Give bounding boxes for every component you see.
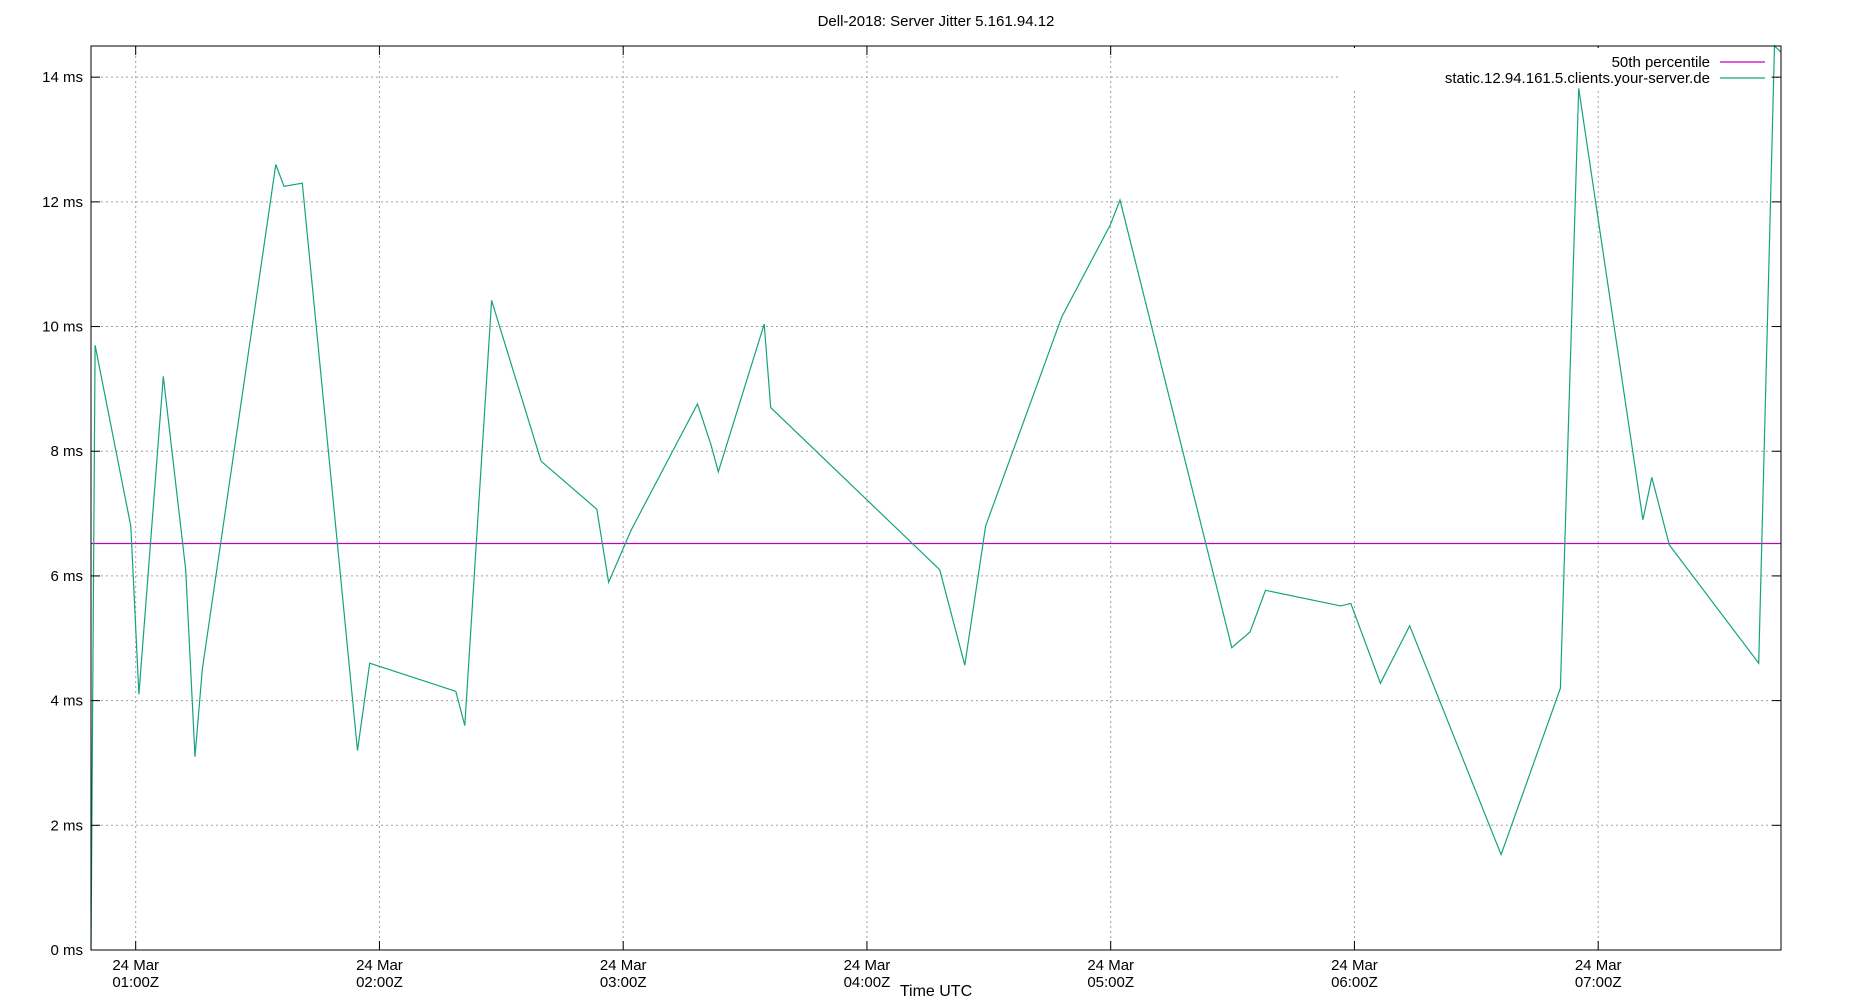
- x-tick-time-label: 03:00Z: [600, 974, 647, 991]
- y-tick-label: 2 ms: [50, 817, 83, 834]
- x-tick-time-label: 06:00Z: [1331, 974, 1378, 991]
- y-tick-label: 8 ms: [50, 443, 83, 460]
- axis-ticks: 0 ms 2 ms 4 ms 6 ms 8 ms 10 ms 12 ms 14 ms 24 Ma…: [42, 46, 1781, 991]
- x-tick-date-label: 24 Mar: [1331, 957, 1378, 974]
- x-axis-label: Time UTC: [900, 983, 972, 1000]
- series-line-2: [90, 44, 1782, 951]
- series-lines: [90, 44, 1782, 951]
- y-tick-label: 0 ms: [50, 942, 83, 959]
- legend-label: 50th percentile: [1612, 54, 1710, 71]
- plot-frame: [90, 45, 1782, 951]
- y-tick-label: 6 ms: [50, 568, 83, 585]
- y-tick-label: 4 ms: [50, 693, 83, 710]
- x-tick-time-label: 05:00Z: [1087, 974, 1134, 991]
- x-tick-date-label: 24 Mar: [1087, 957, 1134, 974]
- x-tick-date-label: 24 Mar: [844, 957, 891, 974]
- x-tick-date-label: 24 Mar: [600, 957, 647, 974]
- x-tick-time-label: 07:00Z: [1575, 974, 1622, 991]
- x-tick-date-label: 24 Mar: [1575, 957, 1622, 974]
- y-tick-label: 12 ms: [42, 194, 83, 211]
- y-tick-label: 14 ms: [42, 69, 83, 86]
- x-tick-date-label: 24 Mar: [356, 957, 403, 974]
- grid-lines: [91, 46, 1781, 950]
- chart-title: Dell-2018: Server Jitter 5.161.94.12: [818, 13, 1055, 30]
- x-tick-date-label: 24 Mar: [112, 957, 159, 974]
- x-tick-time-label: 02:00Z: [356, 974, 403, 991]
- y-tick-label: 10 ms: [42, 319, 83, 336]
- legend: 50th percentilestatic.12.94.161.5.client…: [1340, 48, 1769, 88]
- legend-background: [1340, 48, 1769, 88]
- x-tick-time-label: 01:00Z: [112, 974, 159, 991]
- x-tick-time-label: 04:00Z: [844, 974, 891, 991]
- legend-label: static.12.94.161.5.clients.your-server.d…: [1445, 70, 1710, 87]
